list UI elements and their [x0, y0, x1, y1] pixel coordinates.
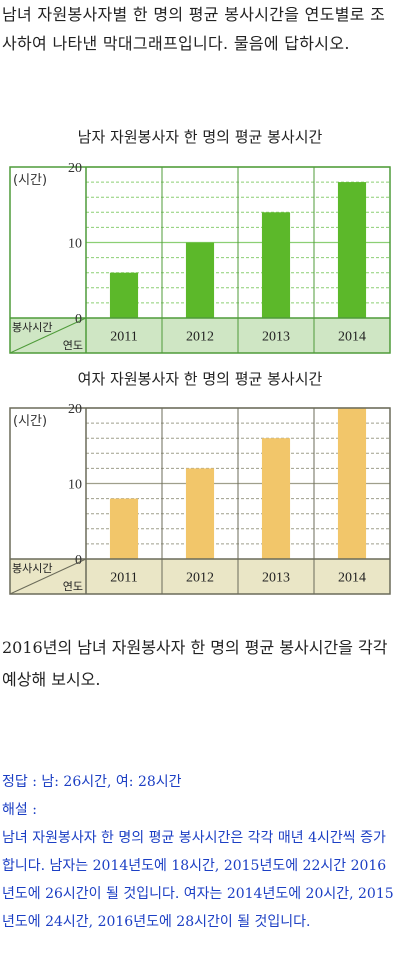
- x-tick-label-2013: 2013: [262, 571, 290, 586]
- y-tick-label: 0: [75, 553, 82, 568]
- bar-2011: [109, 498, 139, 559]
- x-tick-label-2012: 2012: [186, 571, 214, 586]
- y-tick-label: 10: [68, 478, 82, 493]
- answer-block: 정답 : 남: 26시간, 여: 28시간 해설 : 남녀 자원봉사자 한 명의…: [2, 768, 398, 936]
- header-diagonal: [9, 317, 87, 354]
- bar-2011: [109, 272, 139, 318]
- chart-frame: [9, 407, 391, 595]
- bar-2013: [261, 438, 291, 559]
- x-tick-label-2014: 2014: [338, 330, 366, 345]
- x-tick-label-2011: 2011: [110, 330, 137, 345]
- intro-text: 남녀 자원봉사자별 한 명의 평균 봉사시간을 연도별로 조사하여 나타낸 막대…: [2, 5, 386, 53]
- row-label-year: 연도: [63, 339, 83, 352]
- bar-2012: [185, 242, 215, 318]
- chart-frame: [9, 166, 391, 354]
- row-label-hours: 봉사시간: [12, 562, 52, 575]
- y-tick-label: 0: [75, 312, 82, 327]
- y-unit-label: (시간): [13, 414, 47, 429]
- bar-2012: [185, 468, 215, 559]
- explanation-text: 남녀 자원봉사자 한 명의 평균 봉사시간은 각각 매년 4시간씩 증가합니다.…: [2, 830, 394, 930]
- header-diagonal: [9, 558, 87, 595]
- bar-2013: [261, 212, 291, 318]
- y-tick-label: 20: [68, 161, 82, 176]
- explanation-label: 해설 :: [2, 802, 37, 818]
- bar-2014: [337, 182, 367, 318]
- chart-title-female: 여자 자원봉사자 한 명의 평균 봉사시간: [77, 370, 323, 388]
- x-tick-label-2013: 2013: [262, 330, 290, 345]
- row-label-hours: 봉사시간: [12, 321, 52, 334]
- chart-title-male: 남자 자원봉사자 한 명의 평균 봉사시간: [77, 128, 323, 146]
- bar-2014: [337, 408, 367, 559]
- question-text: 2016년의 남녀 자원봉사자 한 명의 평균 봉사시간을 각각 예상해 보시오…: [2, 638, 388, 689]
- row-label-year: 연도: [63, 580, 83, 593]
- x-tick-label-2011: 2011: [110, 571, 137, 586]
- y-unit-label: (시간): [13, 173, 47, 188]
- y-tick-label: 20: [68, 402, 82, 417]
- x-tick-label-2012: 2012: [186, 330, 214, 345]
- y-tick-label: 10: [68, 237, 82, 252]
- x-tick-label-2014: 2014: [338, 571, 366, 586]
- answer-line: 정답 : 남: 26시간, 여: 28시간: [2, 774, 182, 790]
